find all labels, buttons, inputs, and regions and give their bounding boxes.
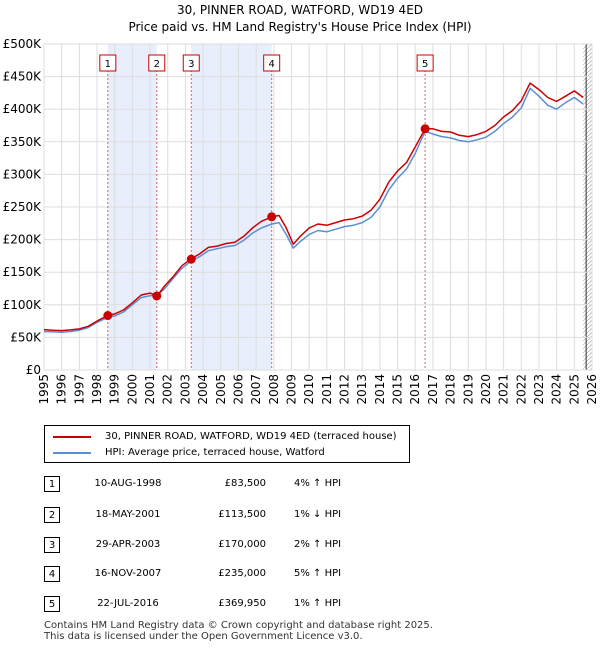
transaction-hpi-diff: 1% ↓ HPI: [294, 509, 342, 520]
transaction-hpi-diff: 4% ↑ HPI: [294, 478, 342, 489]
sale-number-box: [182, 54, 200, 72]
transaction-number: 4: [44, 566, 60, 582]
legend-item-property: 30, PINNER ROAD, WATFORD, WD19 4ED (terr…: [53, 431, 397, 442]
x-tick-label: 2017: [426, 374, 440, 405]
x-tick-label: 2013: [355, 374, 369, 405]
footer-copyright: Contains HM Land Registry data © Crown c…: [44, 620, 433, 631]
x-tick-label: 2024: [550, 374, 564, 405]
x-tick-label: 2007: [249, 374, 263, 405]
y-tick-label: £0: [26, 363, 41, 377]
x-tick-label: 2010: [302, 374, 316, 405]
footer-licence: This data is licensed under the Open Gov…: [44, 631, 363, 642]
chart-legend: 30, PINNER ROAD, WATFORD, WD19 4ED (terr…: [44, 425, 410, 463]
transaction-date: 10-AUG-1998: [94, 478, 162, 489]
sale-point: [186, 254, 196, 264]
x-tick-label: 2002: [161, 374, 175, 405]
sale-number-box: [263, 54, 281, 72]
x-tick-label: 2000: [125, 374, 139, 405]
sale-point: [103, 311, 113, 321]
x-tick-label: 1998: [90, 374, 104, 405]
x-tick-label: 2016: [408, 374, 422, 405]
x-tick-label: 1995: [37, 374, 51, 405]
sale-number-label: 2: [154, 59, 160, 70]
series-line-hpi: [43, 87, 584, 333]
sale-number-label: 4: [268, 59, 274, 70]
sale-number-box: [416, 54, 434, 72]
transaction-date: 22-JUL-2016: [97, 598, 159, 609]
x-tick-label: 2022: [514, 374, 528, 405]
sale-number-label: 5: [422, 59, 428, 70]
x-tick-label: 2005: [214, 374, 228, 405]
y-tick-label: £400K: [3, 102, 43, 116]
x-tick-label: 2023: [532, 374, 546, 405]
x-tick-label: 2019: [461, 374, 475, 405]
x-tick-label: 2001: [143, 374, 157, 405]
transaction-number: 3: [44, 537, 60, 553]
y-tick-label: £500K: [3, 37, 43, 51]
x-tick-label: 2014: [373, 374, 387, 405]
x-tick-label: 2011: [320, 374, 334, 405]
sale-point: [267, 212, 277, 222]
x-tick-label: 2020: [479, 374, 493, 405]
x-tick-label: 2009: [284, 374, 298, 405]
transaction-price: £170,000: [218, 539, 266, 550]
y-tick-label: £100K: [3, 298, 43, 312]
sale-point: [152, 291, 162, 301]
transaction-number: 5: [44, 596, 60, 612]
series-line-property: [43, 82, 584, 332]
legend-item-hpi: HPI: Average price, terraced house, Watf…: [53, 447, 325, 458]
legend-swatch-red: [53, 435, 91, 438]
transaction-date: 16-NOV-2007: [94, 568, 162, 579]
x-tick-label: 2025: [567, 374, 581, 405]
chart-subtitle: Price paid vs. HM Land Registry's House …: [128, 20, 471, 34]
x-tick-label: 2008: [267, 374, 281, 405]
footer-attribution: Contains HM Land Registry data © Crown c…: [44, 620, 433, 642]
transaction-hpi-diff: 5% ↑ HPI: [294, 568, 342, 579]
sale-point: [420, 124, 430, 134]
y-tick-label: £150K: [3, 265, 43, 279]
sale-number-label: 3: [188, 59, 194, 70]
x-tick-label: 1999: [108, 374, 122, 405]
price-chart: 30, PINNER ROAD, WATFORD, WD19 4ED Price…: [3, 3, 599, 405]
transaction-hpi-diff: 2% ↑ HPI: [294, 539, 342, 550]
transaction-hpi-diff: 1% ↑ HPI: [294, 598, 342, 609]
transaction-price: £83,500: [224, 478, 266, 489]
x-tick-label: 2006: [231, 374, 245, 405]
chart-title: 30, PINNER ROAD, WATFORD, WD19 4ED: [177, 3, 423, 17]
transaction-number: 2: [44, 507, 60, 523]
x-tick-label: 2012: [338, 374, 352, 405]
transaction-price: £235,000: [218, 568, 266, 579]
x-tick-label: 2026: [585, 374, 599, 405]
x-tick-label: 1997: [72, 374, 86, 405]
transaction-price: £369,950: [218, 598, 266, 609]
x-tick-label: 2003: [178, 374, 192, 405]
x-tick-label: 2015: [391, 374, 405, 405]
legend-label-hpi: HPI: Average price, terraced house, Watf…: [105, 447, 325, 458]
x-tick-label: 2004: [196, 374, 210, 405]
y-tick-label: £350K: [3, 135, 43, 149]
y-tick-label: £250K: [3, 200, 43, 214]
sale-number-box: [99, 54, 117, 72]
y-tick-label: £450K: [3, 70, 43, 84]
sale-number-label: 1: [105, 59, 111, 70]
transaction-number: 1: [44, 476, 60, 492]
y-tick-label: £300K: [3, 167, 43, 181]
transaction-date: 18-MAY-2001: [95, 509, 161, 520]
y-tick-label: £200K: [3, 233, 43, 247]
transaction-price: £113,500: [218, 509, 266, 520]
sale-number-box: [148, 54, 166, 72]
transaction-date: 29-APR-2003: [95, 539, 161, 550]
x-tick-label: 1996: [55, 374, 69, 405]
x-tick-label: 2021: [497, 374, 511, 405]
legend-swatch-blue: [53, 451, 91, 454]
legend-label-property: 30, PINNER ROAD, WATFORD, WD19 4ED (terr…: [105, 431, 397, 442]
x-tick-label: 2018: [444, 374, 458, 405]
y-tick-label: £50K: [10, 330, 42, 344]
